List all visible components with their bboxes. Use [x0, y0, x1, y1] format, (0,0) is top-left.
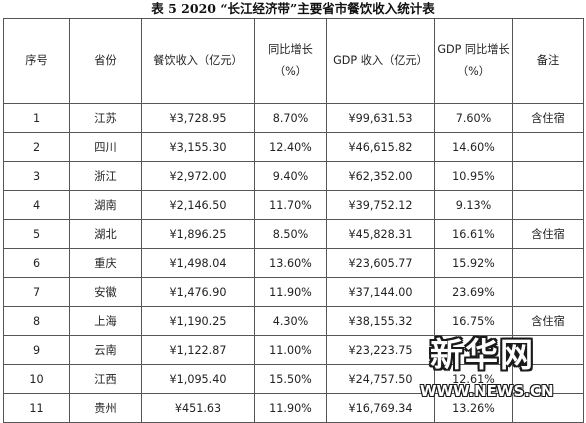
cell-note — [512, 132, 584, 162]
cell-revenue: ¥2,146.50 — [141, 190, 255, 220]
table-row: 7 安徽 ¥1,476.90 11.90% ¥37,144.00 23.69% — [3, 277, 584, 307]
table-row: 2 四川 ¥3,155.30 12.40% ¥46,615.82 14.60% — [3, 132, 584, 162]
cell-province: 湖北 — [69, 219, 142, 249]
cell-gdp-growth: 16.61% — [434, 219, 513, 249]
cell-gdp-growth: 15.92% — [434, 248, 513, 278]
cell-index: 10 — [3, 364, 70, 394]
cell-revenue: ¥1,476.90 — [141, 277, 255, 307]
cell-index: 5 — [3, 219, 70, 249]
cell-gdp: ¥46,615.82 — [326, 132, 435, 162]
table-row: 8 上海 ¥1,190.25 4.30% ¥38,155.32 16.75% 含… — [3, 306, 584, 336]
table-row: 1 江苏 ¥3,728.95 8.70% ¥99,631.53 7.60% 含住… — [3, 103, 584, 133]
header-gdp: GDP 收入（亿元） — [326, 18, 435, 104]
cell-province: 湖南 — [69, 190, 142, 220]
cell-note — [512, 335, 584, 365]
cell-gdp: ¥39,752.12 — [326, 190, 435, 220]
cell-revenue-growth: 8.50% — [254, 219, 327, 249]
table-row: 4 湖南 ¥2,146.50 11.70% ¥39,752.12 9.13% — [3, 190, 584, 220]
cell-province: 云南 — [69, 335, 142, 365]
cell-province: 江西 — [69, 364, 142, 394]
cell-revenue-growth: 11.90% — [254, 393, 327, 423]
cell-gdp-growth: 10.95% — [434, 161, 513, 191]
cell-revenue-growth: 4.30% — [254, 306, 327, 336]
cell-gdp-growth: 7.60% — [434, 103, 513, 133]
cell-gdp-growth: 23.69% — [434, 277, 513, 307]
header-revenue-growth: 同比增长（%） — [254, 18, 327, 104]
cell-province: 重庆 — [69, 248, 142, 278]
cell-gdp: ¥23,605.77 — [326, 248, 435, 278]
cell-note — [512, 364, 584, 394]
header-row: 序号 省份 餐饮收入（亿元） 同比增长（%） GDP 收入（亿元） GDP 同比… — [3, 18, 584, 104]
cell-province: 四川 — [69, 132, 142, 162]
table-row: 9 云南 ¥1,122.87 11.00% ¥23,223.75 9. — [3, 335, 584, 365]
cell-revenue: ¥1,190.25 — [141, 306, 255, 336]
cell-revenue-growth: 11.70% — [254, 190, 327, 220]
cell-revenue: ¥451.63 — [141, 393, 255, 423]
cell-index: 9 — [3, 335, 70, 365]
cell-province: 上海 — [69, 306, 142, 336]
header-gdp-growth: GDP 同比增长（%） — [434, 18, 513, 104]
cell-revenue-growth: 9.40% — [254, 161, 327, 191]
cell-revenue-growth: 15.50% — [254, 364, 327, 394]
table-row: 10 江西 ¥1,095.40 15.50% ¥24,757.50 12.61% — [3, 364, 584, 394]
cell-note — [512, 248, 584, 278]
cell-gdp: ¥62,352.00 — [326, 161, 435, 191]
cell-index: 6 — [3, 248, 70, 278]
cell-province: 江苏 — [69, 103, 142, 133]
table-row: 3 浙江 ¥2,972.00 9.40% ¥62,352.00 10.95% — [3, 161, 584, 191]
cell-note: 含住宿 — [512, 306, 584, 336]
cell-gdp: ¥37,144.00 — [326, 277, 435, 307]
cell-note — [512, 161, 584, 191]
cell-revenue: ¥1,498.04 — [141, 248, 255, 278]
table-row: 11 贵州 ¥451.63 11.90% ¥16,769.34 13.26% — [3, 393, 584, 423]
table-row: 6 重庆 ¥1,498.04 13.60% ¥23,605.77 15.92% — [3, 248, 584, 278]
cell-index: 8 — [3, 306, 70, 336]
cell-province: 安徽 — [69, 277, 142, 307]
cell-gdp-growth: 16.75% — [434, 306, 513, 336]
cell-note: 含住宿 — [512, 219, 584, 249]
cell-revenue-growth: 8.70% — [254, 103, 327, 133]
table-row: 5 湖北 ¥1,896.25 8.50% ¥45,828.31 16.61% 含… — [3, 219, 584, 249]
cell-gdp-growth: 9. — [434, 335, 513, 365]
cell-note — [512, 277, 584, 307]
cell-revenue: ¥1,122.87 — [141, 335, 255, 365]
cell-gdp: ¥23,223.75 — [326, 335, 435, 365]
header-revenue: 餐饮收入（亿元） — [141, 18, 255, 104]
cell-gdp-growth: 13.26% — [434, 393, 513, 423]
cell-province: 贵州 — [69, 393, 142, 423]
header-province: 省份 — [69, 18, 142, 104]
header-index: 序号 — [3, 18, 70, 104]
cell-note — [512, 393, 584, 423]
cell-revenue: ¥2,972.00 — [141, 161, 255, 191]
cell-revenue: ¥1,095.40 — [141, 364, 255, 394]
cell-province: 浙江 — [69, 161, 142, 191]
header-note: 备注 — [512, 18, 584, 104]
cell-revenue-growth: 11.00% — [254, 335, 327, 365]
cell-gdp: ¥16,769.34 — [326, 393, 435, 423]
cell-index: 3 — [3, 161, 70, 191]
cell-gdp: ¥45,828.31 — [326, 219, 435, 249]
cell-revenue-growth: 11.90% — [254, 277, 327, 307]
cell-gdp-growth: 12.61% — [434, 364, 513, 394]
cell-gdp-growth: 9.13% — [434, 190, 513, 220]
cell-revenue: ¥3,155.30 — [141, 132, 255, 162]
cell-index: 11 — [3, 393, 70, 423]
cell-revenue: ¥1,896.25 — [141, 219, 255, 249]
cell-revenue-growth: 12.40% — [254, 132, 327, 162]
cell-index: 2 — [3, 132, 70, 162]
cell-gdp-growth: 14.60% — [434, 132, 513, 162]
table-caption: 表 5 2020 “长江经济带”主要省市餐饮收入统计表 — [151, 1, 435, 16]
cell-note — [512, 190, 584, 220]
cell-revenue: ¥3,728.95 — [141, 103, 255, 133]
cell-revenue-growth: 13.60% — [254, 248, 327, 278]
cell-index: 1 — [3, 103, 70, 133]
cell-gdp: ¥38,155.32 — [326, 306, 435, 336]
cell-index: 4 — [3, 190, 70, 220]
cell-gdp: ¥99,631.53 — [326, 103, 435, 133]
cell-note: 含住宿 — [512, 103, 584, 133]
cell-index: 7 — [3, 277, 70, 307]
cell-gdp: ¥24,757.50 — [326, 364, 435, 394]
stats-table: 序号 省份 餐饮收入（亿元） 同比增长（%） GDP 收入（亿元） GDP 同比… — [3, 18, 584, 423]
